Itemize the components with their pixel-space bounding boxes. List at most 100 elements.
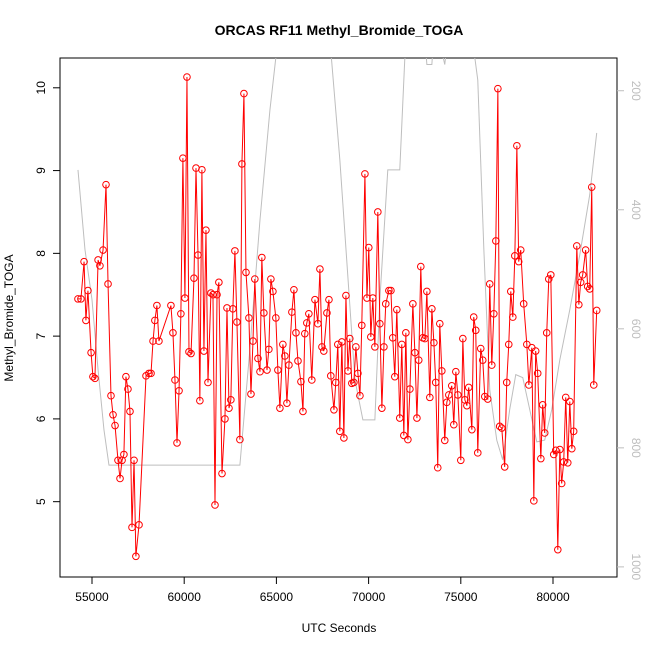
point: [292, 329, 300, 337]
point: [561, 393, 570, 402]
point: [272, 314, 280, 322]
point: [516, 246, 525, 254]
y-axis-label: Methyl_Bromide_TOGA: [2, 254, 16, 381]
point: [279, 340, 287, 349]
point: [240, 89, 248, 98]
point: [369, 294, 377, 302]
point: [411, 348, 419, 357]
point: [557, 479, 566, 488]
point: [380, 343, 388, 351]
point: [385, 286, 393, 295]
point: [452, 367, 460, 376]
x-tick-label: 55000: [75, 590, 109, 604]
point: [494, 84, 502, 93]
y-tick-label: 10: [34, 81, 48, 95]
series-line: [77, 77, 598, 557]
point: [263, 366, 271, 374]
point: [485, 280, 494, 288]
point: [525, 381, 533, 389]
y-tick-label: 6: [34, 415, 48, 422]
point: [568, 444, 576, 453]
point: [327, 372, 335, 380]
point: [269, 287, 277, 296]
point: [233, 318, 241, 326]
point: [435, 319, 444, 328]
point: [305, 309, 313, 318]
point: [231, 247, 239, 255]
point: [303, 319, 311, 327]
point: [428, 305, 436, 313]
point: [331, 378, 340, 387]
point: [281, 352, 289, 360]
x-tick-label: 75000: [444, 590, 478, 604]
point: [290, 285, 298, 294]
point: [471, 326, 480, 335]
point: [183, 73, 191, 81]
point: [276, 404, 284, 412]
point: [371, 343, 379, 351]
point: [132, 552, 140, 561]
y2-tick-label: 200: [629, 81, 643, 101]
point: [102, 180, 110, 189]
point: [336, 427, 344, 436]
point: [352, 343, 360, 351]
point: [130, 456, 138, 465]
point: [147, 369, 155, 378]
point: [578, 271, 587, 279]
x-axis-label: UTC Seconds: [302, 621, 377, 635]
point: [80, 257, 88, 266]
point: [323, 309, 331, 317]
point: [145, 369, 153, 378]
point: [96, 261, 104, 270]
point: [218, 469, 226, 478]
point: [393, 305, 401, 314]
point: [350, 378, 358, 387]
point: [82, 316, 90, 325]
point: [256, 367, 264, 376]
point: [325, 295, 333, 304]
point: [345, 334, 354, 343]
point: [171, 376, 179, 384]
point: [190, 274, 198, 282]
point: [413, 414, 421, 422]
point: [227, 396, 235, 404]
point: [299, 407, 307, 416]
point: [242, 268, 250, 277]
point: [89, 372, 97, 381]
point: [357, 321, 366, 330]
point: [274, 366, 282, 374]
chart-title: ORCAS RF11 Methyl_Bromide_TOGA: [215, 22, 464, 38]
point: [356, 391, 364, 400]
point: [445, 391, 453, 399]
point: [404, 435, 412, 444]
point: [438, 367, 446, 375]
point: [572, 242, 581, 250]
point: [495, 422, 504, 431]
point: [225, 404, 233, 412]
point: [109, 410, 117, 419]
point: [530, 497, 538, 505]
point: [364, 243, 373, 252]
point: [416, 262, 425, 271]
point: [514, 257, 523, 266]
point: [537, 454, 545, 463]
point: [318, 343, 326, 351]
point: [173, 439, 181, 447]
point: [589, 381, 598, 389]
point: [213, 290, 221, 299]
point: [554, 545, 562, 554]
point: [492, 237, 500, 245]
point: [319, 347, 328, 355]
point: [288, 308, 296, 316]
point: [409, 300, 417, 308]
point: [221, 415, 229, 423]
point: [546, 271, 555, 279]
point: [459, 334, 467, 343]
x-tick-label: 65000: [260, 590, 294, 604]
point: [483, 395, 492, 403]
y2-tick-label: 600: [629, 319, 643, 339]
point: [104, 280, 112, 288]
point: [316, 265, 324, 273]
